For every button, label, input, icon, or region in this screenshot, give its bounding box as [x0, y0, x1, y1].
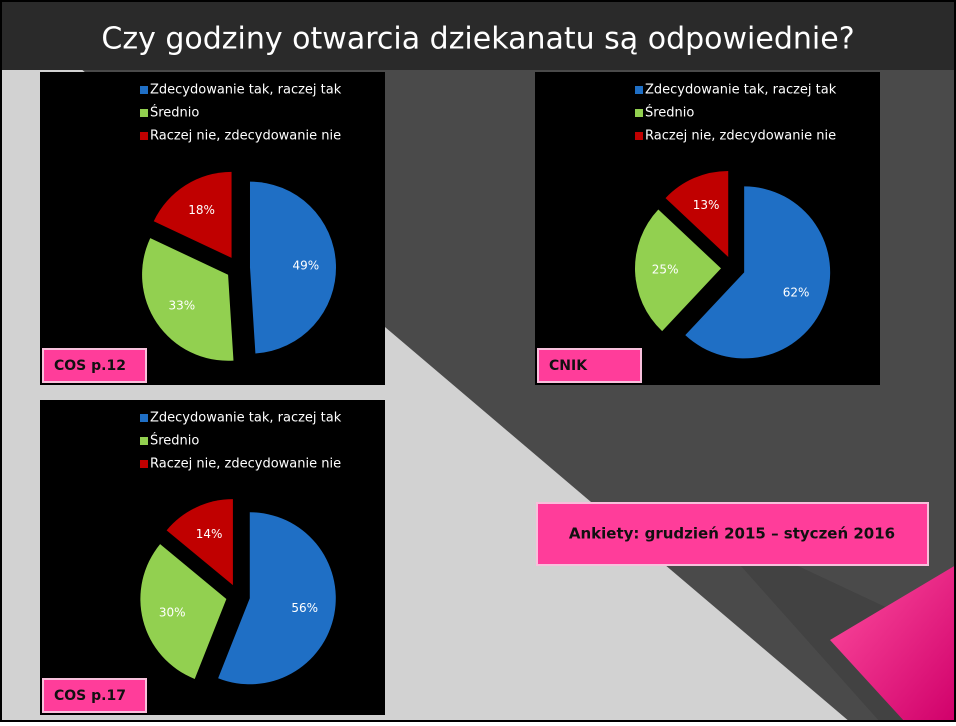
legend-swatch	[635, 132, 643, 140]
pie-slice	[140, 544, 227, 679]
legend-swatch	[140, 109, 148, 117]
legend-label: Zdecydowanie tak, raczej tak	[645, 83, 837, 98]
pie-slice	[635, 209, 722, 332]
chart-tag-label: CNIK	[549, 358, 588, 374]
legend-swatch	[635, 109, 643, 117]
chart-tag-label: COS p.12	[54, 358, 126, 374]
pie-slice	[153, 171, 232, 258]
legend-swatch	[140, 437, 148, 445]
chart-tag	[42, 348, 147, 383]
chart-tag-label: COS p.17	[54, 688, 126, 704]
data-label: 62%	[783, 285, 810, 299]
legend-swatch	[140, 414, 148, 422]
legend-label: Średnio	[645, 105, 694, 121]
legend-label: Zdecydowanie tak, raczej tak	[150, 83, 342, 98]
data-label: 13%	[693, 198, 720, 212]
data-label: 56%	[291, 601, 318, 615]
title-bar	[0, 0, 956, 70]
slide-title: Czy godziny otwarcia dziekanatu są odpow…	[101, 22, 854, 57]
legend-label: Raczej nie, zdecydowanie nie	[150, 457, 341, 472]
legend-swatch	[140, 132, 148, 140]
pie-slice	[665, 170, 729, 257]
pie-slice	[142, 238, 234, 361]
data-label: 30%	[159, 605, 186, 619]
pie-slice	[249, 181, 336, 354]
legend-swatch	[140, 460, 148, 468]
data-label: 14%	[196, 527, 223, 541]
pie-slice	[218, 512, 336, 685]
data-label: 33%	[169, 299, 196, 313]
data-label: 49%	[293, 258, 320, 272]
legend-label: Średnio	[150, 433, 199, 449]
chart-tag	[537, 348, 642, 383]
legend-swatch	[140, 86, 148, 94]
data-label: 18%	[188, 203, 215, 217]
note-box	[536, 502, 929, 566]
data-label: 25%	[652, 263, 679, 277]
legend-swatch	[635, 86, 643, 94]
pink-accent	[830, 565, 956, 722]
chart-tag	[42, 678, 147, 713]
pie-slice	[685, 186, 831, 359]
legend-label: Raczej nie, zdecydowanie nie	[645, 129, 836, 144]
legend-label: Raczej nie, zdecydowanie nie	[150, 129, 341, 144]
note: Ankiety: grudzień 2015 – styczeń 2016	[569, 525, 895, 543]
legend-label: Średnio	[150, 105, 199, 121]
pie-slice	[166, 499, 233, 586]
legend-label: Zdecydowanie tak, raczej tak	[150, 411, 342, 426]
